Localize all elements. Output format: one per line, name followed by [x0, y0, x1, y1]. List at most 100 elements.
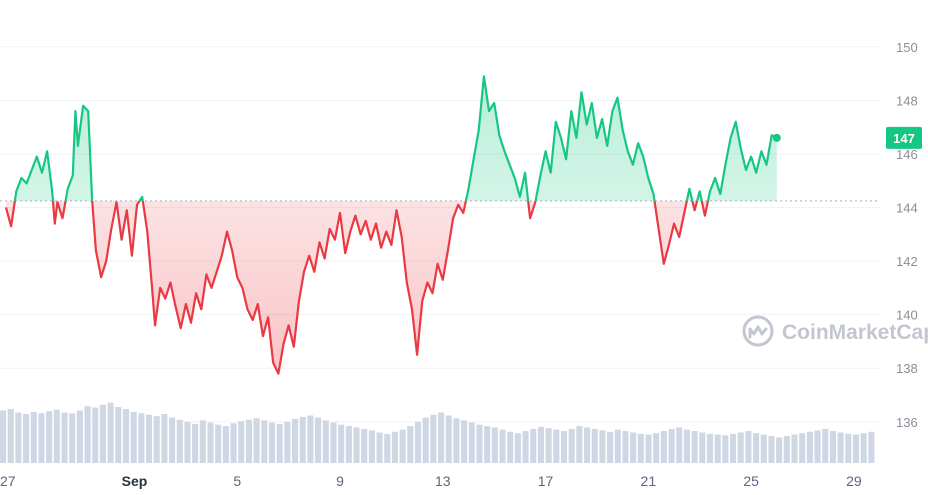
volume-bar	[153, 416, 160, 463]
volume-bar	[653, 433, 660, 463]
volume-bar	[660, 431, 667, 463]
volume-bar	[668, 428, 675, 463]
volume-bar	[261, 420, 268, 463]
volume-bar	[814, 430, 821, 463]
x-tick-label: 29	[846, 473, 862, 489]
volume-bar	[407, 426, 414, 463]
volume-bar	[776, 437, 783, 463]
volume-bar	[630, 432, 637, 463]
volume-bar	[192, 423, 199, 463]
volume-bar	[38, 413, 45, 463]
y-tick-label: 146	[896, 147, 918, 162]
volume-bar	[645, 434, 652, 463]
volume-bar	[622, 431, 629, 463]
area-above-baseline	[6, 76, 777, 201]
volume-bar	[806, 431, 813, 463]
volume-bar	[399, 429, 406, 463]
volume-bar	[368, 430, 375, 463]
volume-bar	[514, 433, 521, 463]
volume-bar	[169, 417, 176, 463]
volume-bar	[699, 432, 706, 463]
volume-bar	[476, 424, 483, 463]
volume-bar	[115, 406, 122, 463]
y-tick-label: 142	[896, 254, 918, 269]
volume-bar	[307, 415, 314, 463]
volume-bar	[753, 433, 760, 463]
volume-bar	[315, 417, 322, 463]
volume-bar	[783, 436, 790, 463]
coinmarketcap-logo-icon	[742, 315, 774, 347]
volume-bar	[453, 418, 460, 463]
volume-bar	[445, 415, 452, 463]
volume-bar	[845, 433, 852, 463]
volume-bar	[791, 434, 798, 463]
price-line-below	[4, 200, 710, 375]
volume-bar	[607, 431, 614, 463]
volume-bar	[745, 431, 752, 463]
volume-bar	[568, 428, 575, 463]
price-area	[6, 76, 777, 374]
price-line	[4, 75, 778, 375]
volume-bar	[499, 429, 506, 463]
volume-bar	[560, 431, 568, 463]
x-tick-label: 27	[0, 473, 16, 489]
y-tick-label: 138	[896, 361, 918, 376]
x-tick-label: 21	[641, 473, 657, 489]
volume-bar	[345, 426, 352, 463]
volume-bar	[238, 421, 245, 463]
volume-bar	[799, 433, 806, 463]
x-tick-label: 13	[435, 473, 451, 489]
volume-bar	[683, 429, 690, 463]
volume-bar	[507, 431, 514, 463]
volume-bar	[829, 431, 836, 463]
volume-bar	[491, 427, 498, 463]
volume-bar	[322, 420, 329, 463]
volume-bar	[0, 410, 7, 463]
volume-bar	[852, 434, 860, 463]
volume-bar	[461, 420, 468, 463]
volume-bar	[130, 411, 137, 463]
volume-bar	[161, 414, 168, 463]
volume-bar	[222, 426, 229, 463]
volume-bar	[292, 418, 299, 463]
volume-bar	[107, 402, 114, 463]
volume-bar	[184, 421, 191, 463]
volume-bar	[299, 416, 306, 463]
volume-bar	[268, 422, 276, 463]
volume-bar	[69, 413, 76, 463]
x-tick-label: 5	[233, 473, 241, 489]
current-price-dot	[772, 133, 781, 142]
volume-bar	[361, 428, 368, 463]
volume-bar	[438, 412, 445, 463]
volume-bar	[768, 436, 775, 463]
area-below-baseline	[6, 200, 709, 374]
y-axis-ticks: 150 148 146 144 142 140 138 136	[896, 40, 918, 430]
volume-bar	[376, 432, 383, 463]
watermark-text: CoinMarketCap	[782, 321, 928, 344]
x-axis-ticks: 27 Sep 5 9 13 17 21 25 29	[0, 473, 862, 489]
y-tick-label: 144	[896, 201, 918, 216]
volume-bar	[253, 418, 260, 463]
volume-bar	[484, 426, 491, 463]
volume-bar	[215, 424, 222, 463]
x-tick-label: 25	[743, 473, 759, 489]
volume-bar	[207, 422, 214, 463]
coinmarketcap-watermark: CoinMarketCap	[742, 315, 928, 347]
volume-bar	[230, 423, 237, 463]
volume-bars	[0, 402, 875, 463]
volume-bar	[276, 423, 283, 463]
volume-bar	[199, 420, 206, 463]
volume-bar	[92, 407, 99, 463]
volume-bar	[384, 433, 391, 463]
volume-bar	[391, 431, 398, 463]
volume-bar	[30, 411, 37, 463]
y-tick-label: 150	[896, 40, 918, 55]
volume-bar	[146, 414, 153, 463]
volume-bar	[61, 412, 68, 463]
volume-bar	[637, 433, 644, 463]
volume-bar	[584, 427, 591, 463]
volume-bar	[737, 432, 744, 463]
volume-bar	[714, 434, 721, 463]
